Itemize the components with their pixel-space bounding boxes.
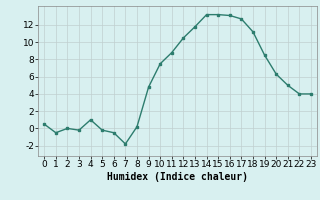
X-axis label: Humidex (Indice chaleur): Humidex (Indice chaleur) xyxy=(107,172,248,182)
